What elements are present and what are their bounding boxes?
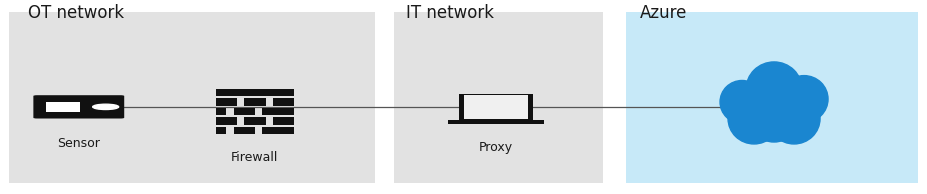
Bar — [244, 98, 265, 106]
Bar — [244, 117, 265, 125]
Bar — [234, 127, 255, 134]
Bar — [464, 95, 528, 119]
Bar — [273, 98, 295, 106]
Bar — [9, 12, 375, 183]
Circle shape — [93, 104, 119, 109]
Bar — [215, 117, 237, 125]
Bar — [215, 127, 226, 134]
Bar — [273, 117, 295, 125]
Bar — [284, 127, 294, 134]
Text: OT network: OT network — [28, 4, 124, 22]
Text: Proxy: Proxy — [479, 141, 513, 154]
Ellipse shape — [768, 93, 820, 144]
Ellipse shape — [746, 62, 802, 117]
Text: Sensor: Sensor — [57, 137, 100, 150]
Ellipse shape — [728, 93, 780, 144]
Bar — [215, 89, 294, 96]
Bar — [284, 108, 294, 115]
Bar — [394, 12, 603, 183]
Text: Azure: Azure — [640, 4, 687, 22]
Text: IT network: IT network — [406, 4, 494, 22]
Bar — [448, 120, 544, 124]
Bar — [46, 102, 80, 112]
Ellipse shape — [780, 76, 828, 122]
Ellipse shape — [720, 81, 764, 123]
Text: Firewall: Firewall — [231, 151, 279, 164]
Bar — [459, 94, 533, 120]
Bar — [215, 108, 226, 115]
Bar — [262, 108, 284, 115]
Bar — [626, 12, 918, 183]
FancyBboxPatch shape — [33, 95, 124, 119]
Bar — [215, 98, 237, 106]
Bar — [262, 127, 284, 134]
Bar — [234, 108, 255, 115]
Ellipse shape — [748, 91, 800, 142]
